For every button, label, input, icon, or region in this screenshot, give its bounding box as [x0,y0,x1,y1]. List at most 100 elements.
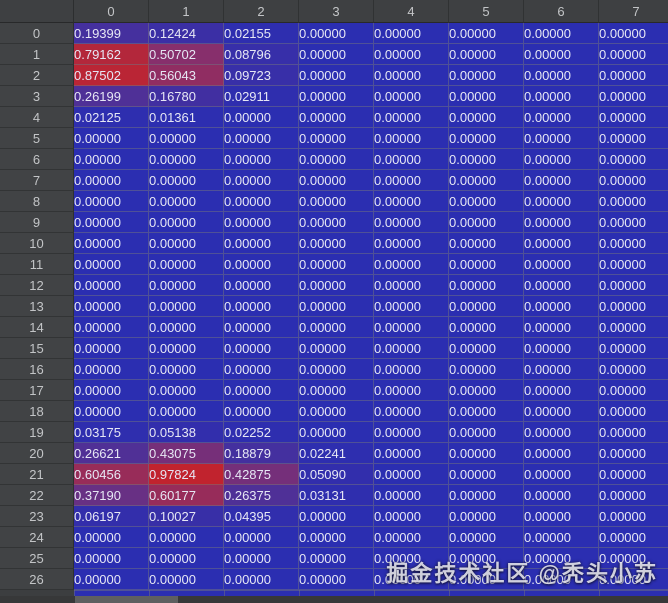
cell[interactable]: 0.00000 [524,338,599,359]
cell[interactable]: 0.00000 [299,527,374,548]
cell[interactable]: 0.00000 [374,569,449,590]
cell[interactable]: 0.00000 [299,338,374,359]
cell[interactable]: 0.00000 [149,149,224,170]
horizontal-scrollbar[interactable] [0,596,668,603]
cell[interactable]: 0.00000 [149,296,224,317]
cell[interactable]: 0.00000 [299,548,374,569]
cell[interactable]: 0.00000 [74,275,149,296]
cell[interactable]: 0.00000 [524,86,599,107]
cell[interactable]: 0.00000 [374,212,449,233]
cell[interactable]: 0.00000 [299,191,374,212]
column-header[interactable]: 7 [599,0,668,23]
cell[interactable]: 0.00000 [299,212,374,233]
cell[interactable]: 0.05090 [299,464,374,485]
cell[interactable]: 0.00000 [374,401,449,422]
cell[interactable]: 0.00000 [224,191,299,212]
cell[interactable]: 0.00000 [449,443,524,464]
cell[interactable]: 0.00000 [524,23,599,44]
cell[interactable]: 0.00000 [299,359,374,380]
cell[interactable]: 0.00000 [299,296,374,317]
cell[interactable]: 0.00000 [74,401,149,422]
cell[interactable]: 0.00000 [449,359,524,380]
cell[interactable]: 0.00000 [374,191,449,212]
cell[interactable]: 0.05138 [149,422,224,443]
cell[interactable]: 0.26375 [224,485,299,506]
cell[interactable]: 0.56043 [149,65,224,86]
cell[interactable]: 0.00000 [449,191,524,212]
cell[interactable]: 0.00000 [449,569,524,590]
cell[interactable]: 0.00000 [74,569,149,590]
cell[interactable]: 0.43075 [149,443,224,464]
cell[interactable]: 0.02125 [74,107,149,128]
cell[interactable]: 0.00000 [74,317,149,338]
cell[interactable]: 0.00000 [74,149,149,170]
cell[interactable]: 0.00000 [224,107,299,128]
cell[interactable]: 0.00000 [599,359,668,380]
cell[interactable]: 0.00000 [224,149,299,170]
cell[interactable]: 0.00000 [374,233,449,254]
cell[interactable]: 0.00000 [374,44,449,65]
cell[interactable]: 0.00000 [149,233,224,254]
cell[interactable]: 0.00000 [224,569,299,590]
row-header[interactable]: 25 [0,548,74,569]
cell[interactable]: 0.00000 [524,128,599,149]
cell[interactable]: 0.00000 [599,86,668,107]
cell[interactable]: 0.00000 [524,527,599,548]
column-header[interactable]: 4 [374,0,449,23]
cell[interactable]: 0.00000 [599,464,668,485]
cell[interactable]: 0.00000 [224,233,299,254]
cell[interactable]: 0.03175 [74,422,149,443]
cell[interactable]: 0.00000 [449,65,524,86]
cell[interactable]: 0.00000 [599,548,668,569]
cell[interactable]: 0.00000 [299,233,374,254]
cell[interactable]: 0.00000 [449,485,524,506]
cell[interactable]: 0.00000 [74,191,149,212]
cell[interactable]: 0.26621 [74,443,149,464]
cell[interactable]: 0.00000 [449,296,524,317]
row-header[interactable]: 2 [0,65,74,86]
row-header[interactable]: 21 [0,464,74,485]
cell[interactable]: 0.00000 [449,128,524,149]
cell[interactable]: 0.00000 [149,317,224,338]
cell[interactable]: 0.00000 [449,401,524,422]
row-header[interactable]: 4 [0,107,74,128]
cell[interactable]: 0.00000 [224,128,299,149]
cell[interactable]: 0.00000 [224,296,299,317]
cell[interactable]: 0.00000 [524,464,599,485]
cell[interactable]: 0.00000 [599,338,668,359]
cell[interactable]: 0.00000 [599,191,668,212]
row-header[interactable]: 23 [0,506,74,527]
cell[interactable]: 0.00000 [449,44,524,65]
cell[interactable]: 0.00000 [149,254,224,275]
cell[interactable]: 0.00000 [599,422,668,443]
cell[interactable]: 0.00000 [599,23,668,44]
cell[interactable]: 0.00000 [299,149,374,170]
cell[interactable]: 0.00000 [299,86,374,107]
cell[interactable]: 0.00000 [224,359,299,380]
row-header[interactable]: 13 [0,296,74,317]
cell[interactable]: 0.00000 [374,254,449,275]
cell[interactable]: 0.00000 [449,149,524,170]
cell[interactable]: 0.00000 [149,527,224,548]
row-header[interactable]: 26 [0,569,74,590]
row-header[interactable]: 7 [0,170,74,191]
cell[interactable]: 0.00000 [599,254,668,275]
row-header[interactable]: 18 [0,401,74,422]
cell[interactable]: 0.00000 [299,23,374,44]
cell[interactable]: 0.00000 [374,527,449,548]
cell[interactable]: 0.00000 [374,296,449,317]
cell[interactable]: 0.00000 [374,275,449,296]
cell[interactable]: 0.00000 [374,485,449,506]
row-header[interactable]: 12 [0,275,74,296]
cell[interactable]: 0.00000 [374,128,449,149]
row-header[interactable]: 8 [0,191,74,212]
cell[interactable]: 0.00000 [299,401,374,422]
row-header[interactable]: 15 [0,338,74,359]
cell[interactable]: 0.00000 [224,401,299,422]
cell[interactable]: 0.00000 [224,317,299,338]
column-header[interactable]: 2 [224,0,299,23]
cell[interactable]: 0.87502 [74,65,149,86]
cell[interactable]: 0.00000 [149,380,224,401]
cell[interactable]: 0.00000 [524,65,599,86]
cell[interactable]: 0.97824 [149,464,224,485]
